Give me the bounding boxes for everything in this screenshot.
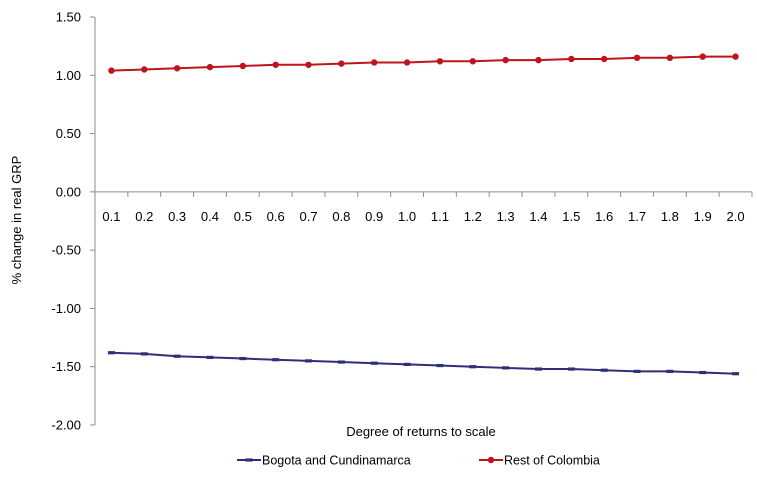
series-line [111, 55, 736, 72]
x-tick-label: 1.5 [562, 209, 580, 224]
x-tick-label: 0.8 [332, 209, 350, 224]
y-axis-title: % change in real GRP [9, 156, 24, 285]
data-point [633, 54, 641, 61]
legend: Bogota and Cundinamarca Rest of Colombia [237, 454, 600, 468]
data-point [108, 67, 115, 74]
y-tick-label: 0.50 [56, 126, 81, 141]
data-point [666, 369, 674, 373]
data-point [535, 56, 542, 64]
data-point [239, 356, 247, 361]
y-tick-label: 0.00 [56, 184, 81, 199]
data-point [732, 372, 740, 376]
data-point [140, 352, 148, 356]
y-tick-label: -0.50 [51, 243, 81, 258]
x-tick-label: 1.3 [497, 209, 515, 224]
y-tick-label: -1.00 [51, 301, 81, 316]
data-point [436, 58, 444, 65]
data-point [272, 61, 279, 68]
data-point [732, 53, 739, 60]
x-tick-label: 1.2 [464, 209, 482, 224]
data-point [436, 363, 444, 368]
x-tick-label: 1.9 [694, 209, 712, 224]
y-tick-label: -1.50 [51, 359, 81, 374]
series-line [111, 351, 736, 375]
data-point [403, 59, 411, 66]
x-tick-label: 1.4 [529, 209, 547, 224]
data-point [272, 358, 280, 362]
data-point [469, 365, 477, 369]
data-point [173, 65, 181, 72]
data-point [666, 54, 674, 61]
y-tick-label: 1.00 [56, 68, 81, 83]
legend-item: Rest of Colombia [479, 454, 600, 468]
data-point [534, 367, 542, 371]
x-tick-label: 0.1 [102, 209, 120, 224]
x-tick-label: 1.0 [398, 209, 416, 224]
x-tick-label: 1.8 [661, 209, 679, 224]
data-point [469, 58, 476, 65]
legend-item: Bogota and Cundinamarca [237, 454, 411, 468]
series-rest-of-colombia [108, 53, 739, 74]
x-tick-label: 1.1 [431, 209, 449, 224]
data-point [370, 361, 378, 365]
x-tick-label: 1.6 [595, 209, 613, 224]
data-point [567, 367, 575, 371]
data-point [337, 360, 345, 364]
data-point [633, 369, 641, 373]
x-tick-label: 1.7 [628, 209, 646, 224]
data-point [338, 60, 345, 67]
data-point [141, 66, 148, 73]
x-tick-label: 2.0 [727, 209, 745, 224]
data-point [305, 61, 312, 68]
x-tick-label: 0.3 [168, 209, 186, 224]
data-point [600, 55, 608, 63]
legend-label: Bogota and Cundinamarca [262, 454, 411, 468]
data-point [239, 62, 247, 70]
y-tick-label: -2.00 [51, 418, 81, 433]
series-layer [107, 53, 740, 376]
x-tick-label: 0.5 [234, 209, 252, 224]
data-point [502, 366, 510, 370]
data-point [206, 63, 214, 71]
data-point [502, 56, 509, 64]
series-bogota-and-cundinamarca [107, 351, 740, 376]
data-point [403, 362, 411, 366]
data-point [305, 359, 313, 363]
x-tick-label: 0.4 [201, 209, 219, 224]
x-axis-title: Degree of returns to scale [346, 424, 496, 439]
data-point [699, 370, 707, 375]
axes: 1.50 1.00 0.50 0.00 -0.50 -1.00 -1.50 -2.00 0.1 0… [51, 10, 753, 433]
legend-marker [487, 456, 495, 464]
x-tick-label: 0.7 [299, 209, 317, 224]
data-point [173, 354, 181, 358]
data-point [371, 59, 378, 66]
data-point [600, 368, 608, 372]
y-tick-label: 1.50 [56, 10, 81, 25]
data-point [107, 351, 115, 355]
data-point [206, 355, 214, 359]
x-tick-label: 0.9 [365, 209, 383, 224]
legend-marker [245, 458, 253, 462]
x-tick-label: 0.2 [135, 209, 153, 224]
legend-label: Rest of Colombia [504, 454, 600, 468]
data-point [699, 53, 706, 60]
x-tick-label: 0.6 [267, 209, 285, 224]
data-point [568, 55, 575, 63]
